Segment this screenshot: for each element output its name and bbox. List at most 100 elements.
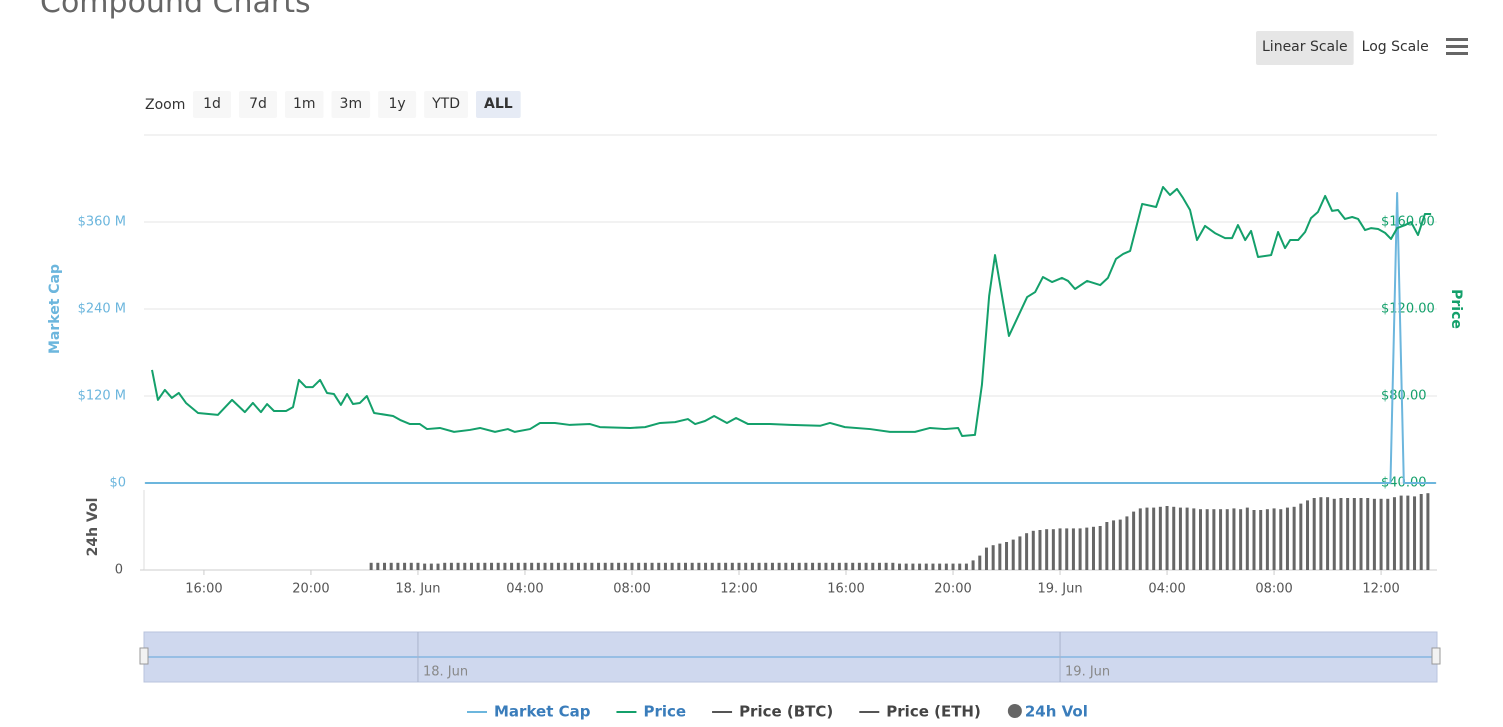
legend-label[interactable]: 24h Vol — [1025, 703, 1088, 721]
volume-bar — [523, 562, 527, 570]
volume-bar — [770, 562, 774, 570]
volume-bar — [1185, 507, 1189, 570]
legend-label[interactable]: Price (BTC) — [739, 703, 833, 721]
volume-bar — [971, 560, 975, 570]
volume-bar — [884, 562, 888, 570]
volume-bar — [737, 562, 741, 570]
zoom-button-bg[interactable] — [378, 91, 417, 118]
volume-bar — [1038, 530, 1042, 570]
volume-bar — [1252, 510, 1256, 570]
volume-bar — [1379, 498, 1383, 570]
volume-bar — [1232, 508, 1236, 570]
y-tick-label: $240 M — [78, 302, 126, 317]
volume-bar — [750, 562, 754, 570]
zoom-button-label[interactable]: YTD — [431, 96, 460, 112]
legend-item[interactable]: 24h Vol — [1007, 703, 1088, 721]
volume-bar — [844, 562, 848, 570]
volume-bar — [851, 562, 855, 570]
legend-item[interactable]: Price — [616, 703, 686, 721]
zoom-button-label[interactable]: 7d — [249, 96, 267, 112]
volume-bar — [597, 562, 601, 570]
volume-bar — [891, 562, 895, 570]
volume-bar — [530, 562, 534, 570]
volume-bar — [697, 562, 701, 570]
volume-bar — [623, 562, 627, 570]
volume-bar — [1352, 498, 1356, 570]
volume-bar — [456, 562, 460, 570]
volume-bar — [1332, 498, 1336, 570]
volume-bar — [690, 562, 694, 570]
volume-bar — [837, 562, 841, 570]
zoom-button-label[interactable]: 1m — [293, 96, 316, 112]
volume-bar — [791, 562, 795, 570]
navigator-handle[interactable] — [1431, 647, 1441, 665]
x-tick-label: 16:00 — [827, 582, 864, 597]
volume-bar — [1178, 507, 1182, 570]
volume-bar — [563, 562, 567, 570]
volume-bar — [556, 562, 560, 570]
volume-bar — [777, 562, 781, 570]
volume-bar — [1165, 506, 1169, 570]
legend-label[interactable]: Market Cap — [494, 703, 591, 721]
legend-label[interactable]: Price — [643, 703, 686, 721]
volume-bar — [931, 563, 935, 570]
volume-bar — [1245, 507, 1249, 570]
zoom-button[interactable]: 1y — [378, 91, 417, 118]
volume-bar — [637, 562, 641, 570]
volume-bar — [1065, 528, 1069, 570]
zoom-button[interactable]: YTD — [424, 91, 468, 118]
x-tick-label: 18. Jun — [395, 582, 440, 597]
zoom-button[interactable]: 1d — [193, 91, 231, 118]
volume-bar — [944, 563, 948, 570]
zoom-button-bg[interactable] — [475, 91, 521, 118]
zoom-button[interactable]: ALL — [475, 91, 521, 118]
volume-bar — [911, 563, 915, 570]
zoom-button-bg[interactable] — [424, 91, 468, 118]
volume-bar — [1192, 508, 1196, 570]
zoom-button-bg[interactable] — [285, 91, 324, 118]
volume-bar — [704, 562, 708, 570]
y-tick-label: 0 — [115, 563, 123, 578]
y2-tick-label: $160.00 — [1381, 215, 1435, 230]
volume-bar — [396, 562, 400, 570]
volume-bar — [1152, 507, 1156, 570]
y-tick-label: $360 M — [78, 215, 126, 230]
volume-bar — [1091, 526, 1095, 570]
zoom-button-bg[interactable] — [239, 91, 277, 118]
volume-bar — [1392, 497, 1396, 570]
zoom-button[interactable]: 3m — [331, 91, 371, 118]
zoom-button-label[interactable]: 3m — [340, 96, 363, 112]
y-axis-title: Market Cap — [47, 264, 63, 354]
zoom-button-label[interactable]: 1d — [203, 96, 221, 112]
volume-bar — [630, 562, 634, 570]
volume-bar — [1306, 500, 1310, 570]
legend-label[interactable]: Price (ETH) — [886, 703, 981, 721]
zoom-button-bg[interactable] — [193, 91, 231, 118]
volume-bar — [730, 562, 734, 570]
zoom-button-bg[interactable] — [331, 91, 371, 118]
legend-item[interactable]: Price (ETH) — [859, 703, 981, 721]
zoom-button[interactable]: 7d — [239, 91, 277, 118]
scale-button-bg[interactable] — [1256, 31, 1354, 65]
volume-bar — [1426, 493, 1430, 570]
legend-item[interactable]: Market Cap — [467, 703, 591, 721]
volume-bar — [1078, 528, 1082, 570]
volume-bar — [824, 562, 828, 570]
scale-button-label[interactable]: Linear Scale — [1262, 39, 1348, 55]
navigator-handle[interactable] — [139, 647, 149, 665]
volume-bar — [918, 563, 922, 570]
scale-button[interactable]: Log Scale — [1356, 31, 1435, 65]
scale-button[interactable]: Linear Scale — [1256, 31, 1354, 65]
zoom-button[interactable]: 1m — [285, 91, 324, 118]
legend-item[interactable]: Price (BTC) — [712, 703, 833, 721]
navigator[interactable] — [139, 631, 1441, 683]
volume-bar — [1272, 508, 1276, 570]
zoom-button-label[interactable]: 1y — [388, 96, 405, 112]
zoom-button-label[interactable]: ALL — [484, 96, 513, 112]
volume-bar — [516, 562, 520, 570]
scale-button-label[interactable]: Log Scale — [1362, 39, 1429, 55]
volume-bar — [1125, 516, 1129, 570]
menu-button[interactable] — [1444, 36, 1470, 58]
x-tick-label: 04:00 — [1148, 582, 1185, 597]
volume-bar — [804, 562, 808, 570]
